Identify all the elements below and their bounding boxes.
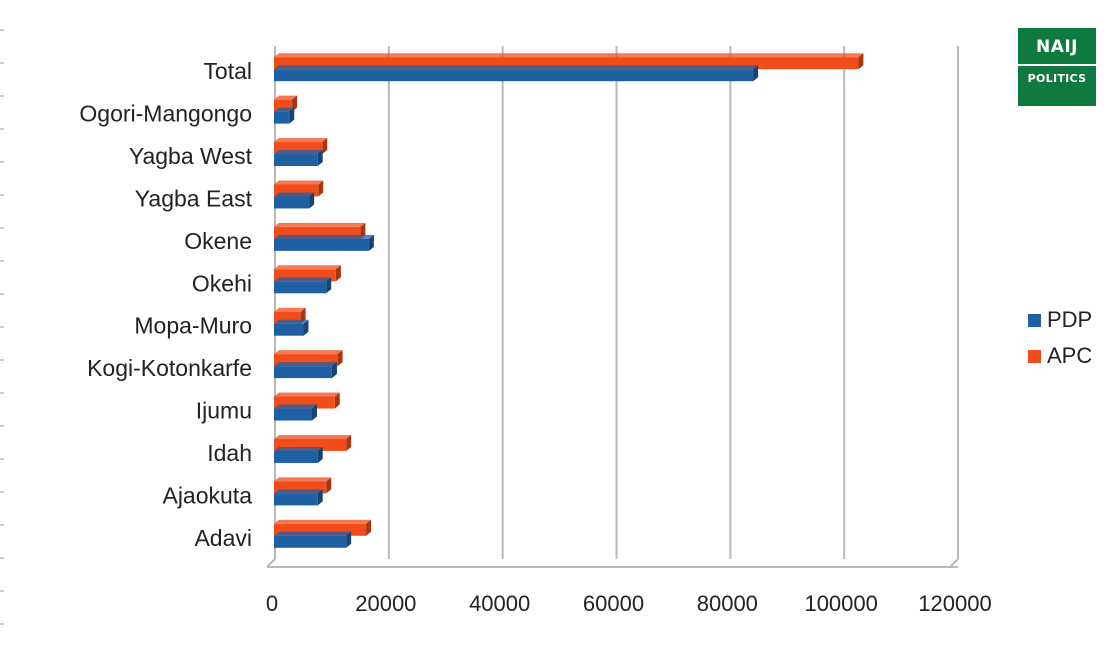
- x-axis-floor-edge: [949, 558, 959, 568]
- bar-top-pdp: [274, 319, 309, 324]
- bar-side-apc: [366, 519, 372, 536]
- naij-politics-logo: NAIJ POLITICS: [1018, 28, 1096, 106]
- bar-side-pdp: [317, 446, 323, 463]
- x-tick-label: 120000: [918, 591, 991, 616]
- bar-pdp: [274, 493, 318, 506]
- bar-top-pdp: [274, 489, 323, 494]
- category-label: Okene: [184, 228, 252, 254]
- bar-pdp: [274, 69, 754, 82]
- bar-top-pdp: [274, 65, 759, 70]
- category-label: Yagba West: [129, 143, 253, 169]
- x-tick-label: 40000: [469, 591, 530, 616]
- logo-top-text: NAIJ: [1035, 37, 1079, 57]
- legend-swatch-apc: [1028, 349, 1041, 363]
- bar-top-pdp: [274, 446, 323, 451]
- category-label: Adavi: [194, 525, 252, 551]
- legend-label-pdp: PDP: [1047, 307, 1093, 332]
- category-label: Ijumu: [196, 398, 252, 424]
- bars: [274, 53, 864, 548]
- x-axis-tick-labels: 0 20000 40000 60000 80000 100000 120000: [266, 591, 992, 616]
- bar-top-pdp: [274, 192, 315, 197]
- x-axis-floor-edge: [266, 558, 276, 568]
- bar-pdp: [274, 323, 304, 336]
- bar-pdp: [274, 535, 347, 548]
- legend-swatch-pdp: [1028, 313, 1041, 327]
- category-label: Ajaokuta: [162, 482, 252, 508]
- bar-side-apc: [326, 477, 332, 494]
- bar-top-apc: [274, 222, 366, 227]
- category-label: Yagba East: [135, 185, 253, 211]
- bar-pdp: [274, 450, 318, 463]
- logo-divider: [1018, 64, 1096, 66]
- bar-side-apc: [346, 434, 352, 451]
- bar-top-pdp: [274, 531, 352, 536]
- category-label: Mopa-Muro: [134, 313, 252, 339]
- bar-side-pdp: [289, 107, 295, 124]
- bar-side-pdp: [311, 404, 317, 421]
- bar-side-pdp: [368, 234, 374, 251]
- bar-top-apc: [274, 350, 343, 355]
- bar-side-pdp: [753, 65, 759, 82]
- bar-side-apc: [335, 265, 341, 282]
- category-label: Idah: [207, 440, 252, 466]
- bar-top-pdp: [274, 404, 317, 409]
- bar-side-pdp: [346, 531, 352, 548]
- bar-apc: [274, 57, 859, 70]
- category-labels: Total Ogori-Mangongo Yagba West Yagba East O…: [79, 58, 252, 551]
- bar-top-apc: [274, 265, 341, 270]
- x-tick-label: 20000: [355, 591, 416, 616]
- bar-top-apc: [274, 307, 306, 312]
- x-tick-label: 60000: [583, 591, 644, 616]
- bar-side-pdp: [317, 489, 323, 506]
- bar-top-apc: [274, 392, 340, 397]
- bar-pdp: [274, 238, 369, 251]
- category-label: Okehi: [192, 270, 252, 296]
- bar-pdp: [274, 196, 310, 209]
- bar-pdp: [274, 366, 332, 379]
- bar-side-apc: [322, 138, 328, 155]
- bar-pdp: [274, 111, 290, 124]
- category-label: Total: [203, 58, 252, 84]
- legend-label-apc: APC: [1047, 343, 1093, 368]
- bar-pdp: [274, 408, 312, 421]
- bar-top-apc: [274, 53, 864, 58]
- bar-pdp: [274, 154, 318, 167]
- bar-side-apc: [337, 350, 343, 367]
- bar-side-pdp: [309, 192, 315, 209]
- bar-side-pdp: [331, 362, 337, 379]
- x-tick-label: 80000: [697, 591, 758, 616]
- bar-top-apc: [274, 477, 332, 482]
- bar-top-pdp: [274, 150, 323, 155]
- bar-side-pdp: [303, 319, 309, 336]
- bar-pdp: [274, 281, 327, 294]
- bar-top-apc: [274, 138, 328, 143]
- chart-legend: PDP APC: [1028, 302, 1092, 374]
- bar-top-pdp: [274, 362, 337, 367]
- legend-item-pdp: PDP: [1028, 302, 1092, 338]
- bar-top-pdp: [274, 277, 332, 282]
- bar-side-pdp: [326, 277, 332, 294]
- bar-top-apc: [274, 434, 352, 439]
- grid-lines: [266, 46, 959, 568]
- category-label: Kogi-Kotonkarfe: [87, 355, 252, 381]
- bar-top-pdp: [274, 107, 295, 112]
- bar-side-apc: [858, 53, 864, 70]
- bar-top-pdp: [274, 234, 374, 239]
- category-label: Ogori-Mangongo: [79, 101, 252, 127]
- bar-side-pdp: [317, 150, 323, 167]
- x-tick-label: 100000: [804, 591, 877, 616]
- bar-side-apc: [334, 392, 340, 409]
- bar-chart: Total Ogori-Mangongo Yagba West Yagba East O…: [79, 46, 992, 616]
- x-tick-label: 0: [266, 591, 278, 616]
- logo-bottom-text: POLITICS: [1027, 72, 1087, 85]
- bar-top-apc: [274, 180, 324, 185]
- left-edge-ticks: [0, 29, 4, 625]
- legend-item-apc: APC: [1028, 338, 1092, 374]
- bar-side-apc: [318, 180, 324, 197]
- bar-top-apc: [274, 519, 372, 524]
- bar-top-apc: [274, 95, 298, 100]
